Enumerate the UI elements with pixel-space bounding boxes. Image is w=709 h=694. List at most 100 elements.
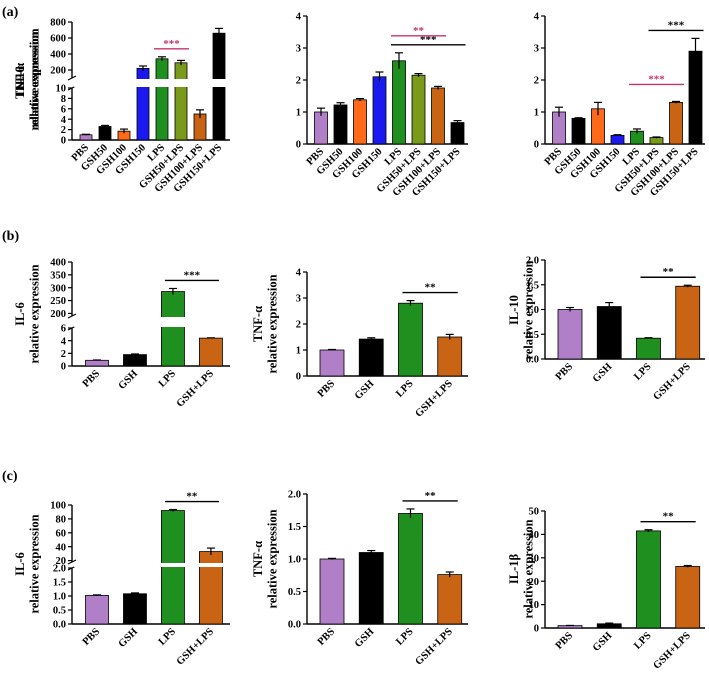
y-tick-label: 6 bbox=[61, 324, 66, 335]
bar-lps bbox=[155, 58, 169, 141]
y-axis-label-line: relative expression bbox=[28, 28, 42, 127]
bar-lps bbox=[636, 530, 661, 629]
y-tick-label: 1.0 bbox=[526, 305, 539, 316]
bar-gsh bbox=[123, 593, 147, 625]
y-axis-label-line: TNF-α bbox=[251, 541, 265, 577]
y-tick-label: 1.5 bbox=[288, 522, 301, 533]
bar-gsh100-lps bbox=[431, 87, 445, 145]
category-label: LPS bbox=[157, 626, 179, 648]
y-axis-label-line: relative expression bbox=[28, 264, 42, 363]
bar-pbs bbox=[85, 595, 109, 625]
bar-lps bbox=[398, 513, 423, 625]
bar-gsh150 bbox=[610, 134, 625, 145]
category-label: GSH bbox=[591, 630, 614, 653]
category-label: GSH+LPS bbox=[175, 368, 216, 409]
bar-gsh150-lps bbox=[450, 122, 465, 145]
y-tick-label: 4 bbox=[61, 115, 67, 126]
bar-lps bbox=[636, 337, 661, 360]
category-label: GSH+LPS bbox=[414, 378, 455, 419]
axis-break-gap bbox=[74, 563, 232, 567]
category-label: PBS bbox=[81, 368, 103, 390]
y-axis-label-line: IL-6 bbox=[13, 552, 27, 576]
category-label: LPS bbox=[632, 630, 654, 652]
axis-break-mark bbox=[67, 559, 77, 565]
category-label: LPS bbox=[157, 368, 179, 390]
y-tick-label: 800 bbox=[50, 18, 66, 29]
chart-2: 01234PBSGSH50GSH100GSH150LPSGSH50+LPSGSH… bbox=[13, 12, 468, 199]
y-tick-label: 0.0 bbox=[526, 355, 539, 366]
y-tick-label: 200 bbox=[50, 309, 66, 320]
bar-lps bbox=[398, 302, 423, 377]
y-tick-label: 200 bbox=[50, 66, 66, 77]
y-tick-label: 0 bbox=[534, 624, 539, 635]
significance-stars: *** bbox=[420, 34, 437, 46]
y-tick-label: 1.5 bbox=[526, 280, 539, 291]
bar-pbs bbox=[557, 309, 583, 360]
chart-7: 0.0 0.5 1.0 1.5 2.020 40 60 80 100 PBS GSH LPSGSH+L… bbox=[13, 491, 232, 668]
y-tick-label: 50 bbox=[529, 507, 540, 518]
y-axis-label-line: relative expression bbox=[266, 509, 280, 608]
bar-gsh bbox=[358, 338, 384, 377]
y-tick-label: 1 bbox=[534, 108, 539, 119]
significance-stars: ** bbox=[425, 282, 437, 294]
y-tick-label: 40 bbox=[56, 542, 67, 553]
y-tick-label: 350 bbox=[50, 270, 66, 281]
bar-pbs bbox=[314, 111, 328, 145]
bar-gsh-lps bbox=[675, 285, 701, 360]
y-axis-label-line: IL-10 bbox=[13, 66, 27, 96]
significance-stars: *** bbox=[163, 38, 180, 50]
y-axis-label-line: relative expression bbox=[28, 31, 42, 130]
bar-gsh bbox=[596, 306, 622, 360]
axis-break-mark bbox=[67, 75, 77, 81]
panel-label-a: (a) bbox=[2, 5, 19, 20]
bar-gsh100-lps bbox=[669, 102, 683, 145]
bar-gsh50 bbox=[98, 126, 112, 141]
category-label: GSH bbox=[353, 378, 376, 401]
y-axis-label-line: IL-1β bbox=[507, 553, 521, 584]
y-tick-label: 0 bbox=[61, 136, 66, 147]
y-tick-label: 600 bbox=[50, 34, 66, 45]
y-tick-label: 2.0 bbox=[53, 564, 66, 575]
y-tick-label: 4 bbox=[296, 12, 302, 23]
bar-gsh150-lps bbox=[688, 50, 703, 145]
y-tick-label: 1.0 bbox=[53, 592, 66, 603]
y-axis-label: TNF-αrelative expression bbox=[251, 274, 279, 373]
y-tick-label: 0 bbox=[534, 140, 539, 151]
y-tick-label: 250 bbox=[50, 296, 66, 307]
bar-gsh50-lps bbox=[649, 137, 664, 145]
y-tick-label: 400 bbox=[50, 50, 66, 61]
category-label: GSH+LPS bbox=[652, 361, 693, 402]
category-label: GSH bbox=[117, 626, 140, 649]
significance-stars: ** bbox=[413, 25, 425, 37]
y-axis-label: IL-6relative expression bbox=[13, 28, 41, 127]
y-tick-label: 80 bbox=[56, 515, 67, 526]
bar-lps bbox=[392, 60, 406, 145]
y-axis-label: IL-6relative expression bbox=[13, 514, 41, 613]
y-axis-label-line: relative expression bbox=[28, 31, 42, 130]
y-tick-label: 1 bbox=[296, 108, 301, 119]
significance-stars: ** bbox=[663, 511, 675, 523]
y-tick-label: 2 bbox=[534, 76, 539, 87]
y-tick-label: 10 bbox=[529, 600, 540, 611]
y-tick-label: 100 bbox=[50, 501, 66, 512]
y-tick-label: 1.0 bbox=[288, 555, 301, 566]
y-tick-label: 2 bbox=[61, 125, 66, 136]
y-tick-label: 1 bbox=[296, 346, 301, 357]
category-label: LPS bbox=[394, 378, 416, 400]
category-label: GSH bbox=[353, 626, 376, 649]
significance-stars: *** bbox=[184, 269, 201, 281]
bar-gsh-lps bbox=[199, 551, 223, 625]
bar-gsh-lps bbox=[437, 574, 463, 625]
panel-label-b: (b) bbox=[2, 229, 19, 244]
y-tick-label: 3 bbox=[296, 294, 301, 305]
bar-gsh50-lps bbox=[411, 74, 426, 145]
y-tick-label: 0 bbox=[296, 372, 301, 383]
category-label: PBS bbox=[316, 378, 338, 400]
y-tick-label: 2 bbox=[61, 349, 66, 360]
y-tick-label: 2.0 bbox=[288, 490, 301, 501]
